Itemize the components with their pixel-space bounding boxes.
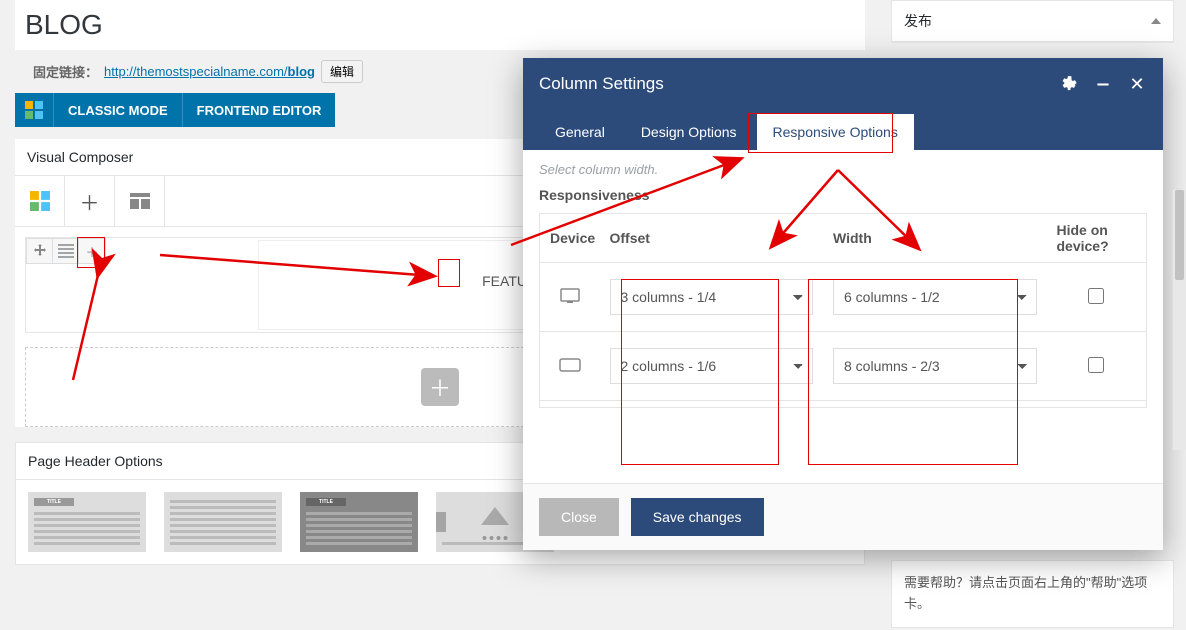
modal-titlebar: Column Settings ‒ ✕ — [539, 58, 1147, 110]
move-row-handle[interactable] — [27, 239, 53, 263]
vc-add-button[interactable]: ＋ — [65, 176, 115, 226]
width-select[interactable]: 6 columns - 1/2 — [833, 279, 1037, 315]
modal-settings-button[interactable] — [1059, 74, 1079, 94]
tab-responsive-options[interactable]: Responsive Options — [757, 114, 914, 150]
tab-general[interactable]: General — [539, 114, 621, 150]
template-icon — [130, 193, 150, 209]
table-row: 2 columns - 1/6 8 columns - 2/3 — [540, 332, 1147, 401]
scrollbar-thumb[interactable] — [1175, 190, 1184, 280]
width-cell: 6 columns - 1/2 — [823, 263, 1047, 332]
classic-mode-button[interactable]: CLASSIC MODE — [53, 93, 182, 127]
responsiveness-table: Device Offset Width Hide on device? 3 co… — [539, 213, 1147, 408]
row-layout-button[interactable] — [53, 239, 79, 263]
vc-logo-icon — [30, 191, 50, 211]
th-hide: Hide on device? — [1047, 214, 1147, 263]
publish-header: 发布 — [892, 1, 1173, 42]
modal-close-button[interactable]: ✕ — [1127, 74, 1147, 94]
tab-design-options[interactable]: Design Options — [625, 114, 753, 150]
width-hint: Select column width. — [539, 158, 1147, 187]
th-offset: Offset — [600, 214, 824, 263]
modal-tabs: General Design Options Responsive Option… — [539, 110, 1147, 150]
save-changes-button[interactable]: Save changes — [631, 498, 764, 536]
modal-window-controls: ‒ ✕ — [1059, 74, 1147, 94]
permalink-label: 固定链接： — [33, 62, 98, 81]
hide-cell — [1047, 332, 1147, 401]
tablet-landscape-icon — [559, 358, 581, 372]
vc-row-controls: ＋ — [26, 238, 106, 264]
offset-cell: 3 columns - 1/4 — [600, 263, 824, 332]
add-column-button[interactable]: ＋ — [79, 239, 105, 263]
modal-footer: Close Save changes — [523, 483, 1163, 550]
hide-checkbox[interactable] — [1088, 357, 1104, 373]
post-title-box: BLOG — [15, 0, 865, 50]
hide-cell — [1047, 263, 1147, 332]
add-row-button[interactable]: ＋ — [421, 368, 459, 406]
modal-title: Column Settings — [539, 74, 664, 94]
vc-templates-button[interactable] — [115, 176, 165, 226]
offset-select[interactable]: 3 columns - 1/4 — [610, 279, 814, 315]
vc-logo-button[interactable] — [15, 93, 53, 127]
device-icon-cell — [540, 332, 600, 401]
header-style-thumb[interactable] — [164, 492, 282, 552]
device-icon-cell — [540, 401, 600, 408]
help-text: 需要帮助？请点击页面右上角的"帮助"选项卡。 — [904, 575, 1147, 611]
device-icon-cell — [540, 263, 600, 332]
vc-logo-icon — [25, 101, 43, 119]
modal-minimize-button[interactable]: ‒ — [1093, 74, 1113, 94]
modal-header: Column Settings ‒ ✕ General Design Optio… — [523, 58, 1163, 150]
offset-cell: 2 columns - 1/6 — [600, 332, 824, 401]
hide-checkbox[interactable] — [1088, 288, 1104, 304]
header-style-thumb[interactable]: TITLE — [28, 492, 146, 552]
post-title[interactable]: BLOG — [15, 3, 865, 47]
header-style-thumb[interactable]: TITLE — [300, 492, 418, 552]
help-text-box: 需要帮助？请点击页面右上角的"帮助"选项卡。 — [891, 560, 1174, 628]
table-row: 3 columns - 1/4 6 columns - 1/2 — [540, 263, 1147, 332]
modal-body: Select column width. Responsiveness Devi… — [523, 150, 1163, 483]
edit-slug-button[interactable]: 编辑 — [321, 60, 363, 83]
frontend-editor-button[interactable]: FRONTEND EDITOR — [182, 93, 336, 127]
close-button[interactable]: Close — [539, 498, 619, 536]
scrollbar[interactable] — [1172, 190, 1186, 450]
gear-icon — [1061, 76, 1077, 92]
desktop-icon — [560, 288, 580, 304]
column-settings-modal: Column Settings ‒ ✕ General Design Optio… — [523, 58, 1163, 550]
publish-metabox: 发布 — [891, 0, 1174, 43]
table-row — [540, 401, 1147, 408]
vc-add-element-button[interactable] — [15, 176, 65, 226]
permalink-url[interactable]: http://themostspecialname.com/blog — [104, 64, 315, 79]
metabox-toggle[interactable] — [1151, 18, 1161, 24]
publish-title: 发布 — [904, 11, 932, 31]
responsiveness-label: Responsiveness — [539, 187, 1147, 213]
width-select[interactable]: 8 columns - 2/3 — [833, 348, 1037, 384]
move-icon — [33, 244, 47, 258]
offset-select[interactable]: 2 columns - 1/6 — [610, 348, 814, 384]
th-width: Width — [823, 214, 1047, 263]
table-header-row: Device Offset Width Hide on device? — [540, 214, 1147, 263]
th-device: Device — [540, 214, 600, 263]
width-cell: 8 columns - 2/3 — [823, 332, 1047, 401]
